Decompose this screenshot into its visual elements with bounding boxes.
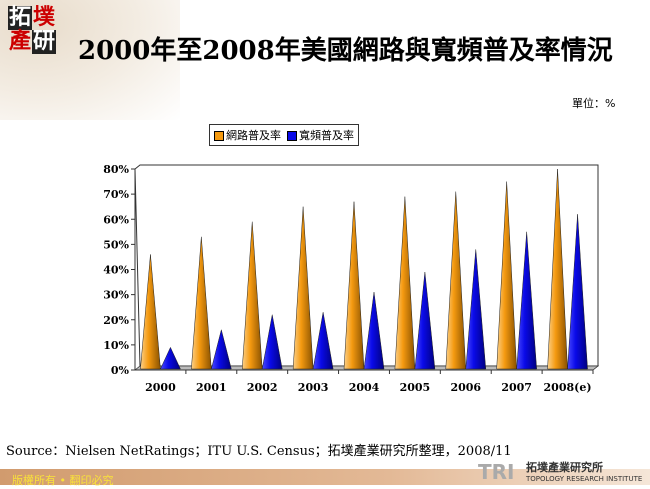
x-tick-label: 2000: [145, 381, 176, 394]
cone-internet: [343, 201, 365, 370]
y-tick-label: 50%: [103, 238, 129, 251]
y-tick-label: 20%: [103, 314, 129, 327]
cone-broadband: [363, 292, 385, 370]
x-tick-label: 2006: [450, 381, 481, 394]
x-tick-label: 2007: [501, 381, 532, 394]
cone-internet: [547, 168, 568, 370]
unit-label: 單位：%: [572, 97, 616, 110]
y-tick-label: 70%: [103, 188, 129, 201]
x-tick-label: 2008(e): [544, 381, 592, 394]
x-tick-label: 2002: [247, 381, 278, 394]
x-tick-label: 2001: [196, 381, 227, 394]
institute-mark: TRI: [478, 460, 515, 484]
institute-name: 拓墣產業研究所: [526, 461, 603, 474]
legend-swatch: [287, 131, 297, 141]
institute-english: TOPOLOGY RESEARCH INSTITUTE: [526, 475, 643, 483]
cone-internet: [292, 206, 314, 370]
copyright: 版權所有 • 翻印必究: [12, 474, 114, 487]
x-tick-label: 2004: [349, 381, 380, 394]
cone-internet: [394, 196, 416, 370]
legend-label: 寬頻普及率: [299, 129, 354, 142]
cone-internet: [496, 181, 517, 370]
cone-internet: [241, 221, 263, 370]
legend-item: 網路普及率: [214, 127, 281, 143]
y-tick-label: 10%: [103, 339, 129, 352]
y-tick-label: 0%: [111, 364, 130, 377]
cone-broadband: [261, 314, 283, 370]
cone-broadband: [414, 271, 436, 370]
logo-char: 墣: [32, 5, 55, 30]
logo-char: 研: [32, 29, 56, 54]
legend-item: 寬頻普及率: [287, 127, 354, 143]
cone-broadband: [312, 312, 334, 370]
cone-broadband: [567, 214, 588, 370]
legend-swatch: [214, 131, 224, 141]
y-tick-label: 60%: [103, 213, 129, 226]
cone-broadband: [160, 346, 181, 370]
y-tick-label: 40%: [103, 264, 129, 277]
legend: 網路普及率 寬頻普及率: [209, 124, 359, 146]
y-tick-label: 30%: [103, 289, 129, 302]
cone-broadband: [465, 249, 487, 370]
cone-broadband: [211, 329, 232, 370]
logo: 拓墣 產研: [8, 6, 60, 58]
cone-internet: [191, 236, 212, 370]
cone-broadband: [516, 231, 537, 370]
legend-label: 網路普及率: [226, 129, 281, 142]
y-tick-label: 80%: [103, 163, 129, 176]
x-tick-label: 2003: [298, 381, 329, 394]
cone-internet: [445, 191, 467, 370]
source-note: Source：Nielsen NetRatings；ITU U.S. Censu…: [6, 444, 512, 459]
x-tick-label: 2005: [400, 381, 431, 394]
page-title: 2000年至2008年美國網路與寬頻普及率情況: [78, 36, 613, 66]
logo-char: 產: [8, 29, 31, 54]
footer-bar: 版權所有 • 翻印必究: [0, 469, 650, 487]
logo-char: 拓: [8, 5, 32, 30]
cone-internet: [140, 254, 161, 370]
